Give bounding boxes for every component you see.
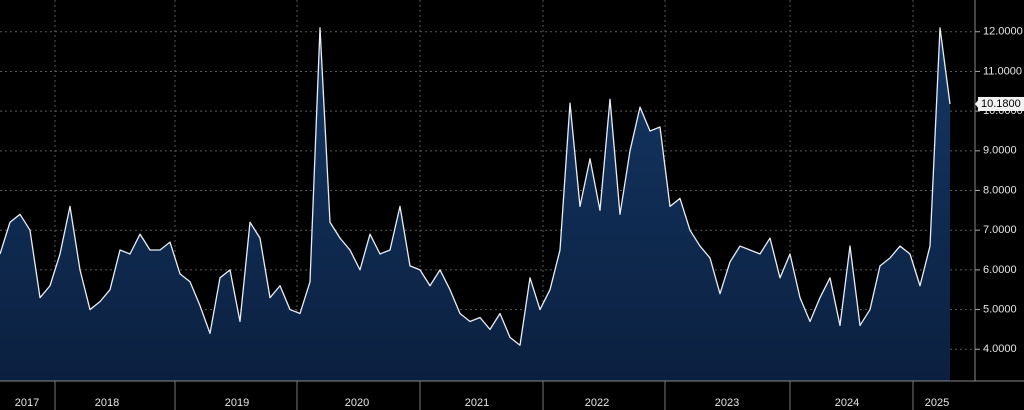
y-tick-label: 8.0000 bbox=[983, 184, 1017, 196]
x-tick-label: 2025 bbox=[925, 397, 949, 409]
x-tick-label: 2021 bbox=[465, 397, 489, 409]
x-tick-label: 2023 bbox=[715, 397, 739, 409]
y-tick-label: 6.0000 bbox=[983, 264, 1017, 276]
y-tick-label: 4.0000 bbox=[983, 343, 1017, 355]
x-tick-label: 2018 bbox=[95, 397, 119, 409]
last-value-pointer bbox=[975, 98, 979, 109]
last-value-label: 10.1800 bbox=[981, 98, 1021, 110]
x-tick-label: 2017 bbox=[15, 397, 39, 409]
y-tick-label: 12.0000 bbox=[983, 26, 1023, 38]
x-tick-label: 2020 bbox=[345, 397, 369, 409]
y-tick-label: 7.0000 bbox=[983, 224, 1017, 236]
y-tick-label: 9.0000 bbox=[983, 145, 1017, 157]
area bbox=[0, 27, 950, 381]
x-tick-label: 2024 bbox=[835, 397, 859, 409]
last-value-box bbox=[978, 96, 1024, 111]
y-tick-label: 5.0000 bbox=[983, 303, 1017, 315]
line bbox=[0, 27, 951, 346]
y-tick-label: 11.0000 bbox=[983, 65, 1022, 77]
x-tick-label: 2019 bbox=[225, 397, 249, 409]
x-tick-label: 2022 bbox=[585, 397, 609, 409]
